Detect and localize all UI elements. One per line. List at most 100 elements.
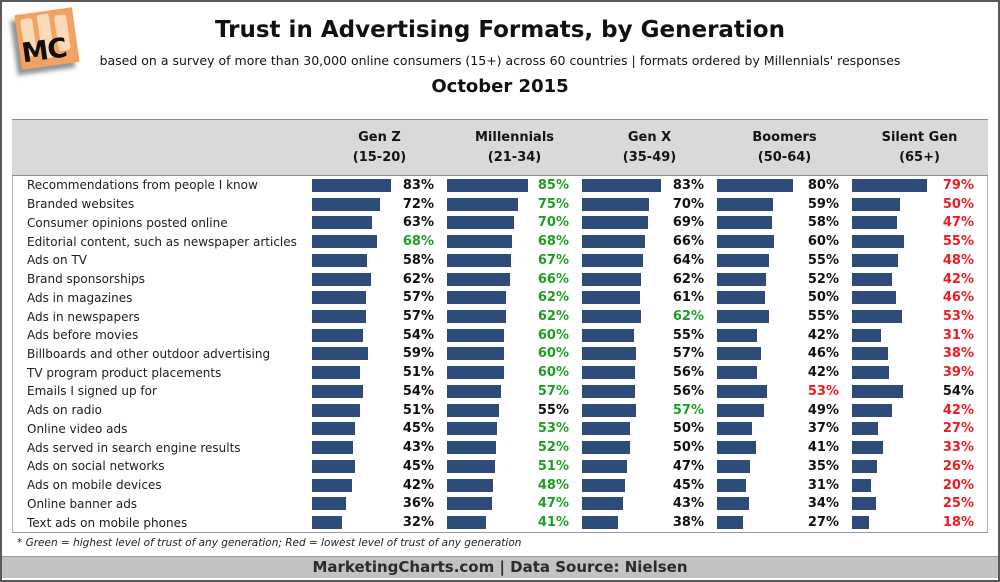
trust-bar [312,197,381,211]
generation-cell: 55% [447,401,582,420]
generation-cell: 18% [852,513,987,532]
trust-value: 50% [807,290,839,306]
table-row: Editorial content, such as newspaper art… [13,232,987,251]
trust-value: 37% [807,421,839,437]
row-label: Text ads on mobile phones [27,515,188,530]
trust-value: 53% [942,309,974,324]
row-label: Ads on mobile devices [27,478,162,493]
generation-cell: 50% [582,438,717,457]
trust-value: 55% [537,402,569,418]
trust-bar [852,497,876,511]
trust-bar [447,441,497,455]
trust-value: 70% [537,215,569,231]
generation-cell: 58% [312,251,447,270]
trust-bar [852,328,882,342]
generation-cell: 47% [582,457,717,476]
trust-bar [447,197,519,211]
trust-value: 50% [672,440,704,456]
generation-cell: 60% [447,345,582,364]
trust-bar [717,459,751,473]
row-label: Brand sponsorships [27,272,145,287]
generation-cell: 27% [717,513,852,532]
generation-cell: 41% [717,438,852,457]
trust-value: 62% [402,271,434,287]
trust-value: 55% [807,252,839,268]
trust-value: 62% [672,271,704,287]
generation-cell: 38% [582,513,717,532]
chart-header: MC Trust in Advertising Formats, by Gene… [2,2,998,119]
trust-bar [447,422,498,436]
table-row: TV program product placements 51% 60% 56% 42… [13,363,987,382]
generation-cell: 53% [852,307,987,326]
generation-cell: 69% [582,213,717,232]
trust-bar [852,516,870,530]
generation-cell: 57% [447,382,582,401]
generation-age-range: (15-20) [352,149,407,165]
generation-cell: 61% [582,288,717,307]
trust-bar [852,253,898,267]
trust-value: 41% [807,440,839,456]
generation-cell: 83% [312,176,447,195]
generation-cell: 79% [852,176,987,195]
generation-cell: 68% [312,232,447,251]
trust-value: 18% [942,515,974,531]
table-row: Recommendations from people I know 83% 85%… [13,176,987,195]
generation-cell: 49% [717,401,852,420]
trust-bar [312,403,361,417]
trust-bar [852,478,871,492]
trust-bar [852,384,904,398]
trust-bar [312,478,352,492]
trust-bar [447,272,510,286]
trust-value: 57% [402,309,434,324]
generation-cell: 48% [852,251,987,270]
generation-cell: 51% [312,401,447,420]
trust-bar [312,216,372,230]
generation-cell: 62% [312,270,447,289]
trust-value: 53% [537,421,569,437]
trust-value: 59% [402,346,434,362]
trust-value: 80% [807,177,839,193]
generation-cell: 70% [582,195,717,214]
trust-bar [852,216,897,230]
trust-bar [447,216,514,230]
generation-cell: 37% [717,420,852,439]
trust-value: 31% [807,477,839,493]
row-label: Ads in magazines [27,290,133,305]
generation-age-range: (65+) [899,149,940,165]
generation-cell: 51% [447,457,582,476]
trust-bar [582,310,641,323]
generation-cell: 60% [447,326,582,345]
trust-value: 58% [807,215,839,231]
generation-age-range: (21-34) [487,149,542,165]
trust-bar [312,328,364,342]
table-row: Branded websites 72% 75% 70% 59% 50% [13,195,987,214]
generation-cell: 55% [582,326,717,345]
row-label: Editorial content, such as newspaper art… [27,234,297,249]
generation-column-header: Millennials (21-34) [447,128,582,167]
generation-cell: 47% [852,213,987,232]
trust-value: 57% [537,383,569,399]
trust-value: 42% [942,402,974,418]
generation-cell: 50% [852,195,987,214]
trust-value: 66% [672,234,704,250]
trust-value: 60% [537,365,569,381]
generation-name: Millennials [474,130,555,145]
trust-bar [852,272,892,286]
trust-value: 60% [537,346,569,362]
trust-value: 57% [402,290,434,306]
generation-cell: 46% [717,345,852,364]
trust-value: 50% [672,421,704,437]
trust-value: 41% [537,515,569,531]
generation-cell: 54% [312,326,447,345]
generation-cell: 55% [852,232,987,251]
generation-cell: 26% [852,457,987,476]
trust-value: 55% [942,234,974,250]
color-legend-footnote: * Green = highest level of trust of any … [17,537,522,549]
trust-bar [312,422,355,436]
trust-bar [582,422,630,436]
trust-bar [582,384,636,398]
trust-value: 48% [537,477,569,493]
trust-value: 55% [807,309,839,324]
trust-bar [852,235,905,249]
trust-bar [312,291,367,305]
